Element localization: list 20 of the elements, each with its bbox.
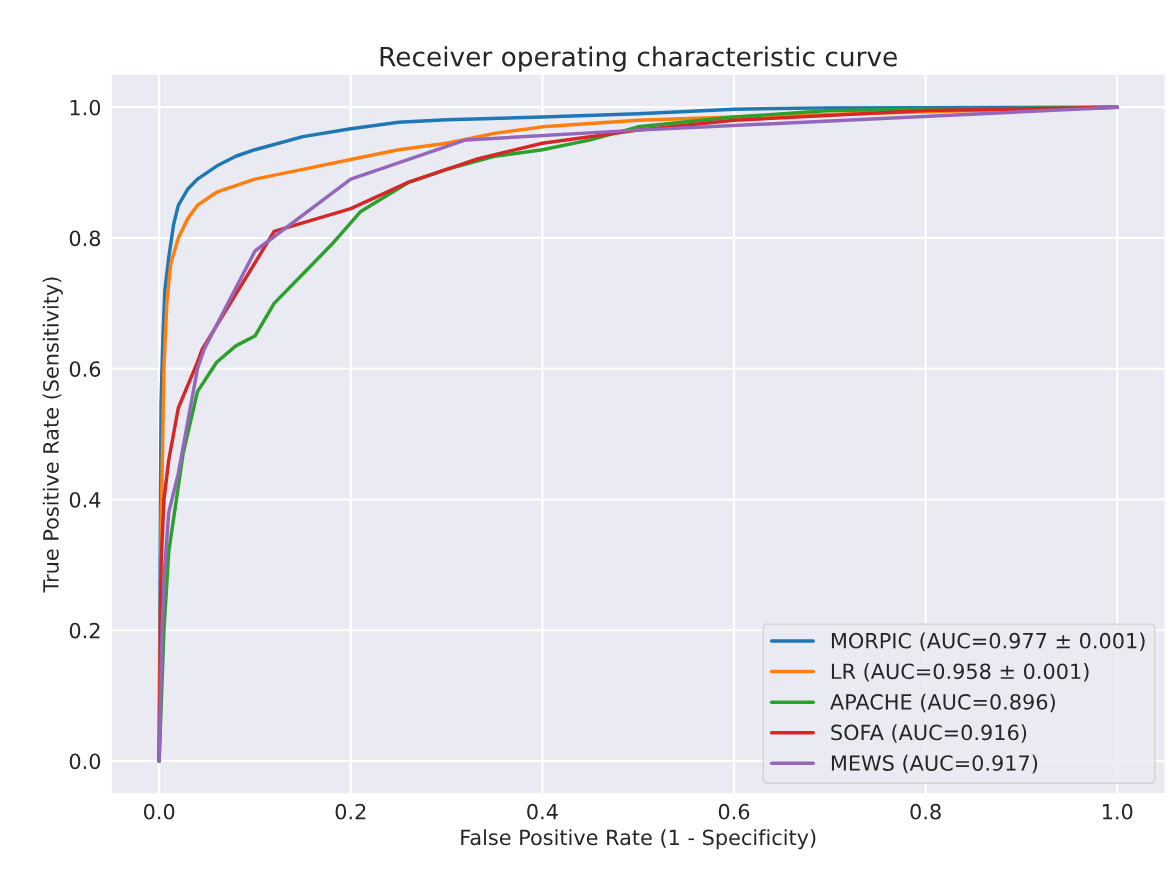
- x-tick-label: 0.4: [527, 803, 558, 820]
- legend-label: MORPIC (AUC=0.977 ± 0.001): [831, 632, 1145, 652]
- x-tick-label: 0.8: [910, 803, 941, 820]
- x-tick-label: 1.0: [1102, 803, 1133, 820]
- y-tick-label: 1.0: [70, 99, 101, 116]
- y-tick-label: 0.4: [69, 491, 101, 508]
- chart-title: Receiver operating characteristic curve: [380, 46, 897, 72]
- legend-label: MEWS (AUC=0.917): [831, 754, 1038, 774]
- y-tick-label: 0.2: [69, 622, 100, 639]
- x-axis-title: False Positive Rate (1 - Specificity): [461, 829, 816, 850]
- x-tick-label: 0.0: [143, 803, 175, 820]
- legend-label: LR (AUC=0.958 ± 0.001): [831, 663, 1089, 682]
- x-tick-label: 0.2: [335, 803, 366, 820]
- y-tick-label: 0.6: [69, 361, 101, 377]
- y-tick-label: 0.8: [69, 230, 101, 247]
- y-tick-label: 0.0: [69, 753, 101, 770]
- legend-label: SOFA (AUC=0.916): [831, 724, 1027, 743]
- legend-label: APACHE (AUC=0.896): [830, 693, 1055, 713]
- y-axis-title: True Positive Rate (Sensitivity): [42, 277, 63, 593]
- x-tick-label: 0.6: [718, 803, 750, 820]
